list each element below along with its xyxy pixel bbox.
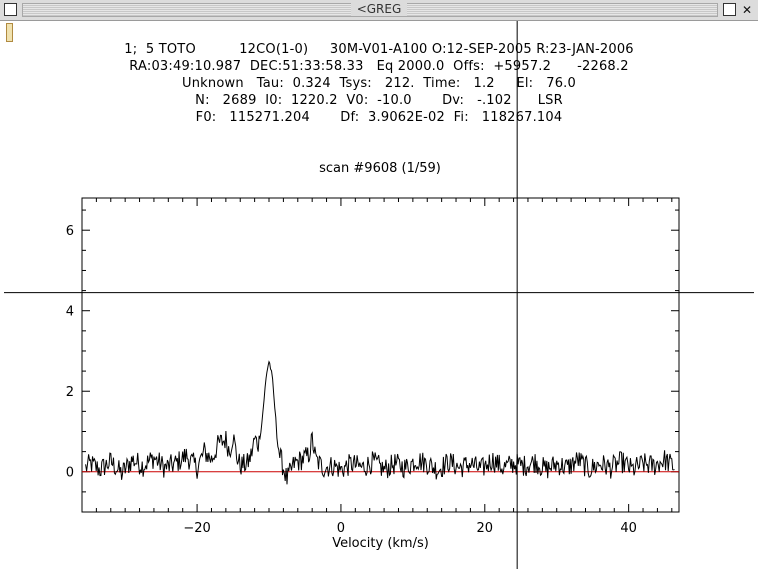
y-tick-label: 4 — [66, 305, 74, 320]
window-title-container: <GREG — [0, 2, 758, 16]
header-line-1: 1; 5 TOTO 12CO(1-0) 30M-V01-A100 O:12-SE… — [124, 42, 634, 57]
left-marker — [6, 23, 13, 42]
plot-title: scan #9608 (1/59) — [319, 161, 441, 176]
y-tick-label: 0 — [66, 466, 74, 481]
x-tick-label: 20 — [477, 521, 494, 536]
y-tick-label: 2 — [66, 385, 74, 400]
y-tick-label: 6 — [66, 224, 74, 239]
x-tick-label: 0 — [337, 521, 345, 536]
window-menu-icon[interactable] — [4, 3, 17, 16]
close-icon[interactable]: ✕ — [741, 3, 753, 17]
axis-ticks: −20 0 20 40 0 2 4 6 — [66, 198, 679, 536]
header-line-3: Unknown Tau: 0.324 Tsys: 212. Time: 1.2 … — [182, 76, 576, 91]
header-line-5: F0: 115271.204 Df: 3.9062E-02 Fi: 118267… — [195, 110, 563, 125]
window-titlebar[interactable]: <GREG ✕ — [0, 0, 758, 21]
maximize-icon[interactable] — [723, 3, 736, 16]
header-line-4: N: 2689 I0: 1220.2 V0: -10.0 Dv: -.102 L… — [195, 93, 563, 108]
x-axis-label: Velocity (km/s) — [332, 536, 429, 551]
x-tick-label: −20 — [183, 521, 210, 536]
spectrum-line — [85, 360, 675, 485]
plot-frame — [81, 197, 680, 513]
x-tick-label: 40 — [620, 521, 637, 536]
header-line-2: RA:03:49:10.987 DEC:51:33:58.33 Eq 2000.… — [129, 59, 629, 74]
window-title: <GREG — [350, 2, 408, 16]
